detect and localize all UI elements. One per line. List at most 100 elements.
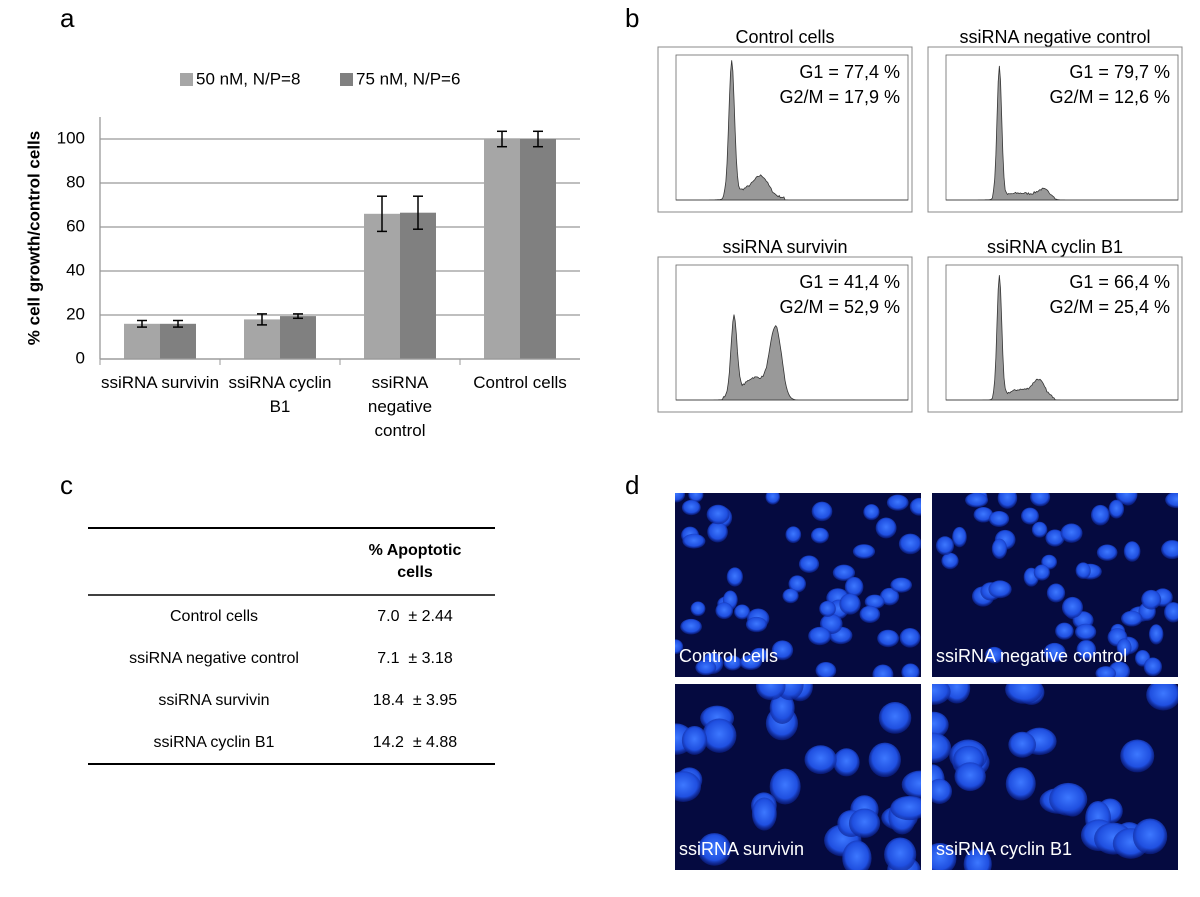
nucleus <box>963 848 992 870</box>
nucleus <box>1143 657 1163 677</box>
error-bar <box>497 130 507 148</box>
nucleus <box>988 510 1010 527</box>
nucleus <box>879 587 900 606</box>
x-tick-label: Control cells <box>473 373 567 392</box>
nucleus <box>886 494 909 511</box>
nucleus <box>681 725 708 755</box>
nucleus <box>815 662 837 677</box>
nucleus <box>868 742 901 778</box>
nucleus <box>1161 540 1178 560</box>
legend-label: 75 nM, N/P=6 <box>356 69 460 88</box>
nucleus <box>769 692 795 724</box>
nucleus <box>1005 684 1043 704</box>
nucleus <box>932 778 953 804</box>
plot-title: ssiRNA cyclin B1 <box>987 237 1123 257</box>
nucleus <box>1164 602 1178 623</box>
nucleus <box>985 646 1004 664</box>
nucleus <box>1030 493 1051 507</box>
nucleus <box>751 797 777 831</box>
bar <box>484 139 520 359</box>
nucleus <box>973 506 994 523</box>
nucleus <box>1020 507 1039 525</box>
nucleus <box>864 594 885 610</box>
nucleus <box>965 493 989 508</box>
panel-label: c <box>60 470 73 500</box>
nucleus <box>1055 622 1074 640</box>
nucleus <box>932 684 951 705</box>
nucleus <box>1095 666 1117 677</box>
nucleus <box>808 626 832 646</box>
nucleus <box>1049 782 1088 816</box>
nucleus <box>1005 767 1036 801</box>
nucleus <box>675 639 684 655</box>
histogram-shape <box>946 65 1178 201</box>
nucleus <box>1031 521 1048 538</box>
g2m-text: G2/M = 12,6 % <box>1049 87 1170 107</box>
y-axis-label: % cell growth/control cells <box>24 131 43 345</box>
bar <box>244 319 280 359</box>
error-bar <box>413 195 423 230</box>
error-bar <box>173 319 183 328</box>
nucleus <box>1075 562 1091 580</box>
nucleus <box>1115 493 1138 505</box>
nucleus <box>890 796 921 821</box>
nucleus <box>706 504 730 525</box>
bar <box>520 139 556 359</box>
plot-frame <box>657 46 913 213</box>
bar <box>160 323 196 359</box>
table-cell: 7.0 ± 2.44 <box>377 608 453 625</box>
nucleus <box>745 616 768 633</box>
g2m-text: G2/M = 25,4 % <box>1049 297 1170 317</box>
nucleus <box>734 604 751 620</box>
nucleus <box>954 762 986 791</box>
nucleus <box>1121 610 1143 627</box>
plot-title: ssiRNA negative control <box>959 27 1150 47</box>
nucleus <box>1043 642 1066 663</box>
histogram-shape <box>946 275 1178 401</box>
error-bar <box>293 313 303 320</box>
nucleus <box>680 618 702 635</box>
nucleus <box>739 654 762 671</box>
nucleus <box>726 567 743 587</box>
nucleus <box>899 627 921 648</box>
nucleus <box>872 664 894 677</box>
x-tick-label: ssiRNA survivin <box>100 373 220 392</box>
nucleus <box>839 593 861 615</box>
nucleus <box>852 544 876 559</box>
g2m-text: G2/M = 17,9 % <box>779 87 900 107</box>
table-cell: ssiRNA cyclin B1 <box>154 734 275 751</box>
image-caption: ssiRNA cyclin B1 <box>936 839 1072 859</box>
image-caption: ssiRNA survivin <box>679 839 804 859</box>
g1-text: G1 = 77,4 % <box>799 62 900 82</box>
nucleus <box>702 718 737 753</box>
nucleus <box>935 536 954 556</box>
error-bar <box>377 195 387 233</box>
nucleus <box>1096 544 1118 561</box>
nucleus <box>863 504 880 521</box>
nucleus <box>675 493 686 503</box>
histogram-shape <box>676 314 908 401</box>
nucleus <box>1146 684 1178 711</box>
nucleus <box>765 493 780 505</box>
nucleus <box>833 748 860 777</box>
nucleus <box>909 497 921 516</box>
bar <box>124 323 160 359</box>
nucleus <box>884 837 917 870</box>
nucleus <box>1123 541 1141 562</box>
nucleus <box>848 808 881 838</box>
nucleus <box>932 842 957 870</box>
panel-label: b <box>625 3 639 33</box>
nucleus <box>771 640 794 661</box>
nucleus <box>675 771 701 802</box>
nuclei <box>675 684 921 870</box>
nucleus <box>1045 529 1065 547</box>
y-tick-label: 60 <box>66 216 85 235</box>
nucleus <box>810 527 829 544</box>
nucleus <box>1132 818 1168 855</box>
legend-swatch <box>180 73 193 86</box>
nucleus <box>1090 504 1110 526</box>
nucleus <box>1165 493 1178 509</box>
nucleus <box>788 575 807 593</box>
nucleus <box>1060 523 1083 543</box>
image-caption: ssiRNA negative control <box>936 646 1127 666</box>
